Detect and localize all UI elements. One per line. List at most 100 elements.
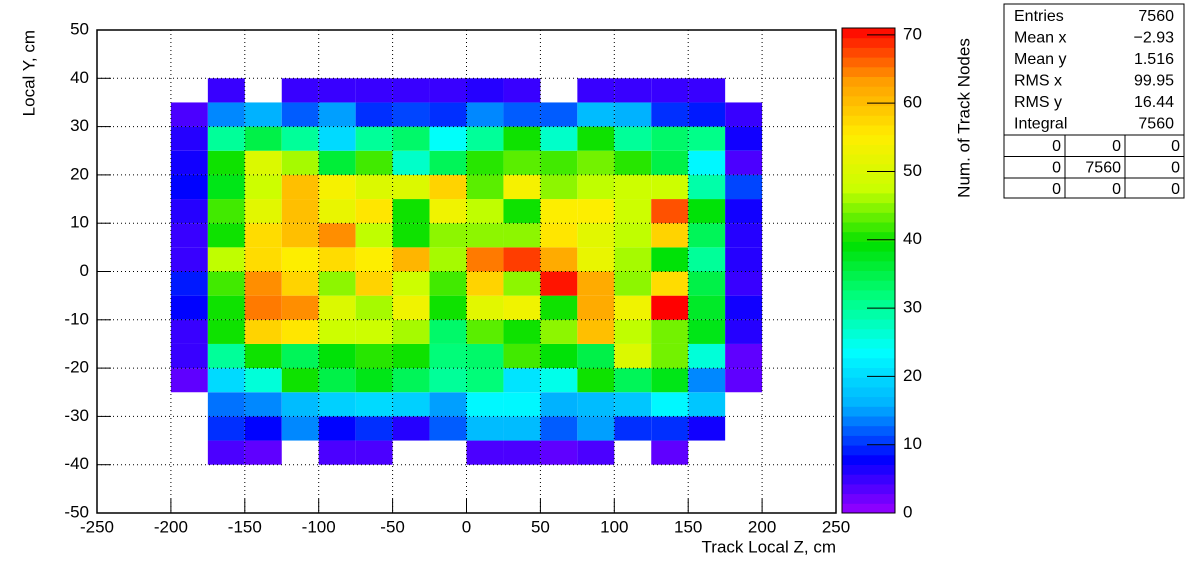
stats-value: 99.95 bbox=[1134, 73, 1174, 90]
heatmap-cell bbox=[318, 271, 356, 296]
heatmap-cell bbox=[466, 368, 504, 393]
heatmap-cell bbox=[688, 343, 726, 369]
heatmap-cell bbox=[207, 440, 245, 465]
heatmap-cell bbox=[466, 319, 504, 344]
color-band bbox=[842, 202, 895, 213]
color-band bbox=[842, 299, 895, 310]
color-band bbox=[842, 212, 895, 223]
heatmap-cell bbox=[318, 440, 356, 465]
heatmap-cell bbox=[614, 150, 652, 175]
heatmap-cell bbox=[244, 416, 282, 441]
heatmap-cell bbox=[318, 416, 356, 441]
heatmap-cell bbox=[207, 102, 245, 127]
heatmap-cell bbox=[429, 150, 467, 175]
color-band bbox=[842, 115, 895, 126]
stats-cell: 7560 bbox=[1085, 159, 1121, 176]
heatmap-cell bbox=[355, 223, 393, 248]
heatmap-cell bbox=[318, 392, 356, 417]
heatmap-cell bbox=[651, 126, 689, 151]
heatmap-cell bbox=[170, 223, 208, 248]
color-band bbox=[842, 57, 895, 68]
heatmap-cell bbox=[392, 295, 430, 320]
heatmap-cell bbox=[244, 247, 282, 272]
heatmap-cell bbox=[651, 392, 689, 417]
z-axis-title: Num. of Track Nodes bbox=[954, 38, 973, 198]
heatmap-cell bbox=[318, 102, 356, 127]
heatmap-cell bbox=[503, 368, 541, 393]
heatmap-cell bbox=[503, 319, 541, 344]
heatmap-cell bbox=[244, 271, 282, 296]
color-band bbox=[842, 183, 895, 194]
stats-value: 7560 bbox=[1138, 8, 1174, 25]
y-tick-label: 20 bbox=[70, 164, 89, 183]
heatmap-cell bbox=[355, 440, 393, 465]
heatmap-cell bbox=[725, 343, 763, 369]
heatmap-cell bbox=[244, 102, 282, 127]
stats-cell: 0 bbox=[1171, 138, 1180, 155]
color-band bbox=[842, 251, 895, 262]
y-tick-label: -40 bbox=[64, 454, 89, 473]
heatmap-cell bbox=[725, 199, 763, 224]
stats-cell: 0 bbox=[1052, 159, 1061, 176]
heatmap-cell bbox=[577, 271, 615, 296]
heatmap-cell bbox=[207, 368, 245, 393]
heatmap-cell bbox=[207, 319, 245, 344]
stats-value: −2.93 bbox=[1134, 30, 1175, 47]
heatmap-cell bbox=[577, 295, 615, 320]
heatmap-cell bbox=[429, 102, 467, 127]
heatmap-cell bbox=[170, 126, 208, 151]
heatmap-cell bbox=[651, 199, 689, 224]
heatmap-cell bbox=[725, 271, 763, 296]
heatmap-cell bbox=[429, 223, 467, 248]
heatmap-cell bbox=[244, 295, 282, 320]
heatmap-cell bbox=[540, 199, 578, 224]
heatmap-cell bbox=[651, 319, 689, 344]
color-band bbox=[842, 503, 895, 514]
color-band bbox=[842, 377, 895, 388]
heatmap-cell bbox=[318, 150, 356, 175]
color-band bbox=[842, 173, 895, 184]
stats-value: 16.44 bbox=[1134, 94, 1174, 111]
z-tick-label: 30 bbox=[903, 298, 922, 317]
heatmap-cell bbox=[170, 174, 208, 200]
heatmap-cell bbox=[281, 247, 319, 272]
heatmap-cell bbox=[170, 271, 208, 296]
color-band bbox=[842, 445, 895, 456]
color-band bbox=[842, 319, 895, 330]
heatmap-cell bbox=[725, 368, 763, 393]
heatmap-cell bbox=[392, 126, 430, 151]
stats-value: 7560 bbox=[1138, 116, 1174, 133]
color-band bbox=[842, 338, 895, 349]
heatmap-cell bbox=[281, 174, 319, 200]
heatmap-cell bbox=[688, 78, 726, 103]
z-tick-label: 10 bbox=[903, 434, 922, 453]
heatmap-cell bbox=[207, 174, 245, 200]
heatmap-cell bbox=[429, 247, 467, 272]
heatmap-cell bbox=[651, 440, 689, 465]
heatmap-cell bbox=[170, 199, 208, 224]
heatmap-cell bbox=[614, 295, 652, 320]
heatmap-cell bbox=[503, 150, 541, 175]
heatmap-cell bbox=[429, 295, 467, 320]
z-tick-label: 0 bbox=[903, 502, 912, 521]
heatmap-cell bbox=[392, 392, 430, 417]
heatmap-cell bbox=[466, 295, 504, 320]
heatmap-cell bbox=[318, 126, 356, 151]
color-band bbox=[842, 357, 895, 368]
heatmap-cell bbox=[429, 392, 467, 417]
heatmap-cell bbox=[540, 295, 578, 320]
heatmap-cell bbox=[503, 199, 541, 224]
color-band bbox=[842, 105, 895, 116]
heatmap-cell bbox=[318, 295, 356, 320]
color-band bbox=[842, 163, 895, 174]
heatmap-cell bbox=[244, 368, 282, 393]
heatmap-cell bbox=[577, 416, 615, 441]
x-tick-label: -250 bbox=[80, 517, 114, 536]
heatmap-cell bbox=[577, 126, 615, 151]
stats-label: Mean x bbox=[1014, 30, 1066, 47]
heatmap-cell bbox=[207, 247, 245, 272]
heatmap-cell bbox=[170, 343, 208, 369]
heatmap-cell bbox=[244, 392, 282, 417]
y-axis-title: Local Y, cm bbox=[19, 30, 38, 116]
heatmap-cell bbox=[466, 392, 504, 417]
